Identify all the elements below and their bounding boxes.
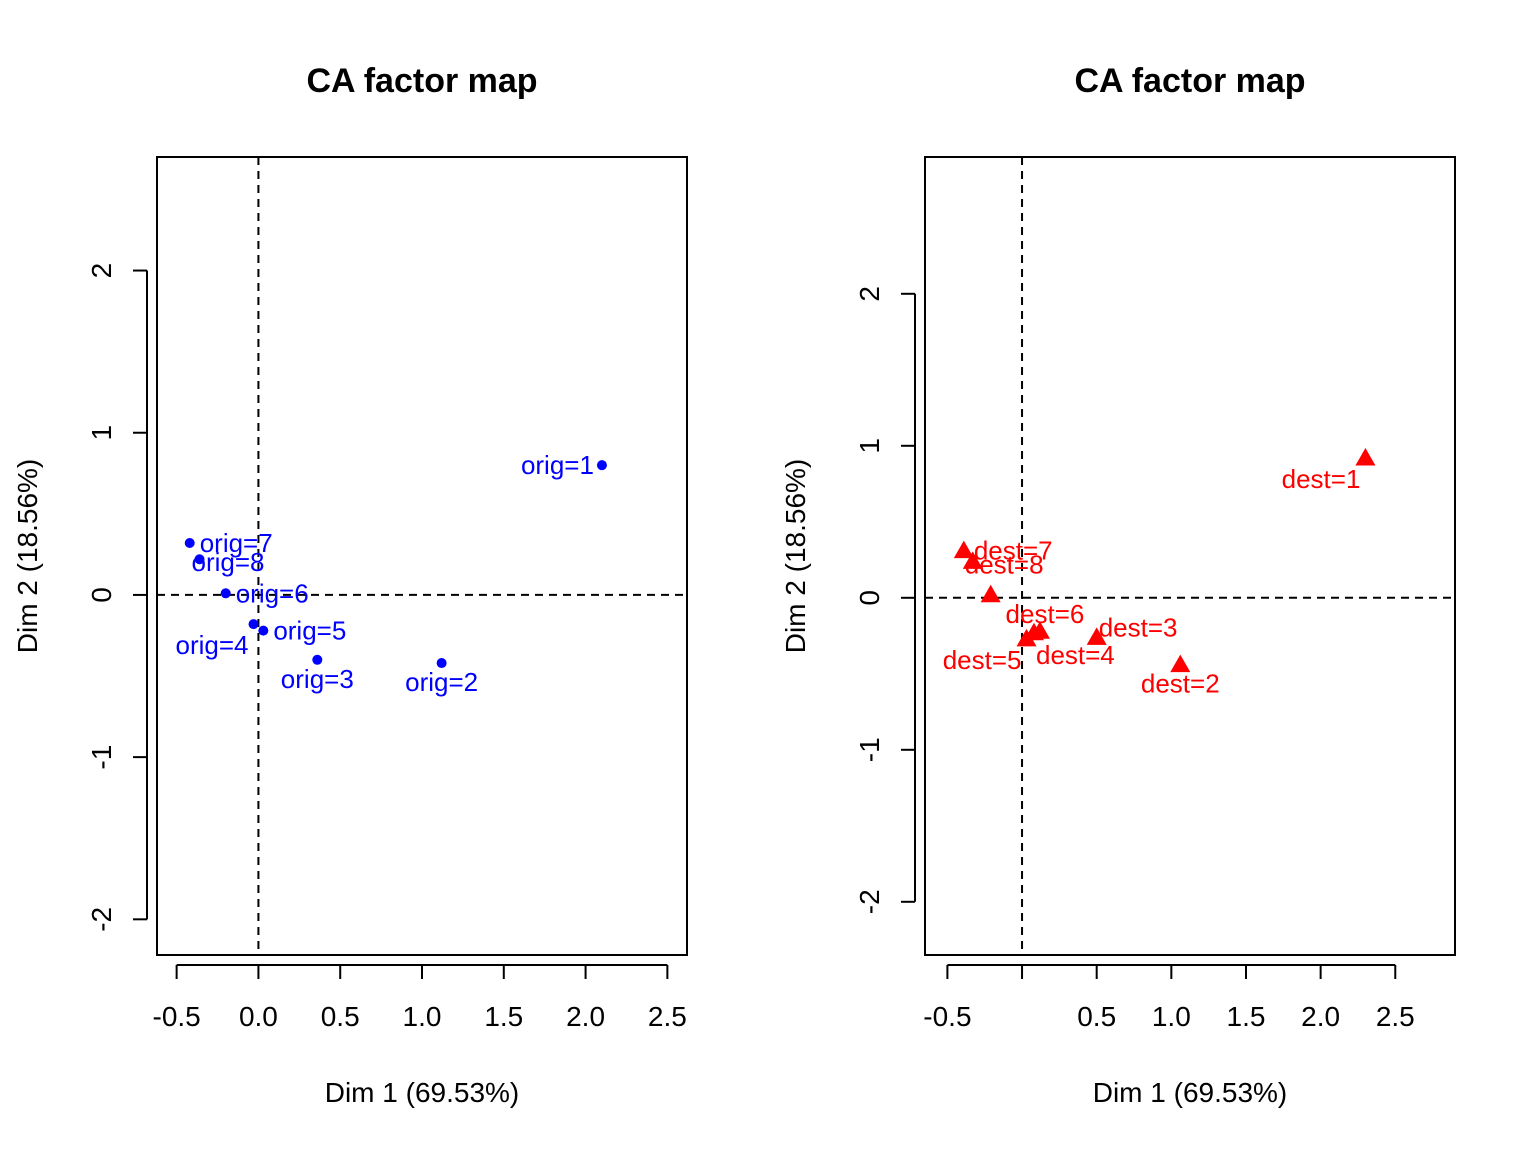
x-tick-label: 2.0 [1301,1001,1340,1032]
y-axis-title: Dim 2 (18.56%) [12,459,43,654]
chart-title: CA factor map [1074,62,1305,100]
x-axis-title: Dim 1 (69.53%) [325,1077,520,1108]
point-label: orig=4 [176,630,249,660]
plot-frame [924,156,1456,956]
data-point [1029,621,1050,639]
data-point [596,460,607,471]
data-point [312,654,323,665]
y-tick-label: 1 [854,438,885,454]
y-tick-label: 0 [854,590,885,606]
x-tick-label: 2.0 [566,1001,605,1032]
x-tick-label: 0.0 [239,1001,278,1032]
point-label: orig=2 [405,667,478,697]
data-point [258,625,269,636]
data-point [248,619,259,630]
point-label: orig=6 [236,578,309,608]
point-label: orig=7 [200,528,273,558]
data-point [1355,447,1376,466]
point-label: dest=3 [1099,612,1178,642]
y-tick-label: 0 [86,587,117,603]
x-tick-label: 1.5 [484,1001,523,1032]
data-point [953,540,974,559]
plot-frame [156,156,688,956]
x-tick-label: 2.5 [648,1001,687,1032]
x-tick-label: 2.5 [1376,1001,1415,1032]
data-point [1170,654,1191,673]
x-tick-label: 1.0 [403,1001,442,1032]
data-point [1086,627,1107,645]
x-tick-label: 0.5 [1077,1001,1116,1032]
x-tick-label: 1.0 [1152,1001,1191,1032]
x-tick-label: 1.5 [1227,1001,1266,1032]
y-tick-label: -2 [854,889,885,914]
data-point [194,554,205,565]
data-point [184,538,195,549]
x-tick-label: -0.5 [923,1001,971,1032]
data-point [962,551,983,569]
x-tick-label: -0.5 [153,1001,201,1032]
point-label: dest=8 [965,549,1044,579]
x-axis-title: Dim 1 (69.53%) [1093,1077,1288,1108]
point-label: dest=4 [1036,640,1115,670]
chart-title: CA factor map [306,62,537,100]
y-tick-label: 1 [86,425,117,441]
chart-panel-2: CA factor map -0.5 0.5 1.0 1.5 2.0 2.5 -2 -1 0 1 2 D… [780,62,1456,1108]
data-point [980,584,1001,603]
point-label: orig=5 [273,616,346,646]
point-label: orig=8 [192,547,265,577]
point-label: dest=1 [1282,464,1361,494]
data-point [220,588,231,599]
point-label: dest=7 [974,536,1053,566]
y-axis-title: Dim 2 (18.56%) [780,459,811,654]
x-tick-label: 0.5 [321,1001,360,1032]
data-point [1016,628,1037,647]
y-tick-label: -1 [854,737,885,762]
point-label: dest=5 [943,645,1022,675]
point-label: orig=3 [281,664,354,694]
point-label: orig=1 [521,450,594,480]
data-point [436,658,447,669]
y-tick-label: 2 [854,286,885,302]
y-tick-label: 2 [86,263,117,279]
point-label: dest=2 [1141,669,1220,699]
chart-panel-1: CA factor map -0.5 0.0 0.5 1.0 1.5 2.0 2.5 -2 -1 0… [12,62,688,1108]
point-label: dest=6 [1006,599,1085,629]
y-tick-label: -2 [86,907,117,932]
y-tick-label: -1 [86,745,117,770]
